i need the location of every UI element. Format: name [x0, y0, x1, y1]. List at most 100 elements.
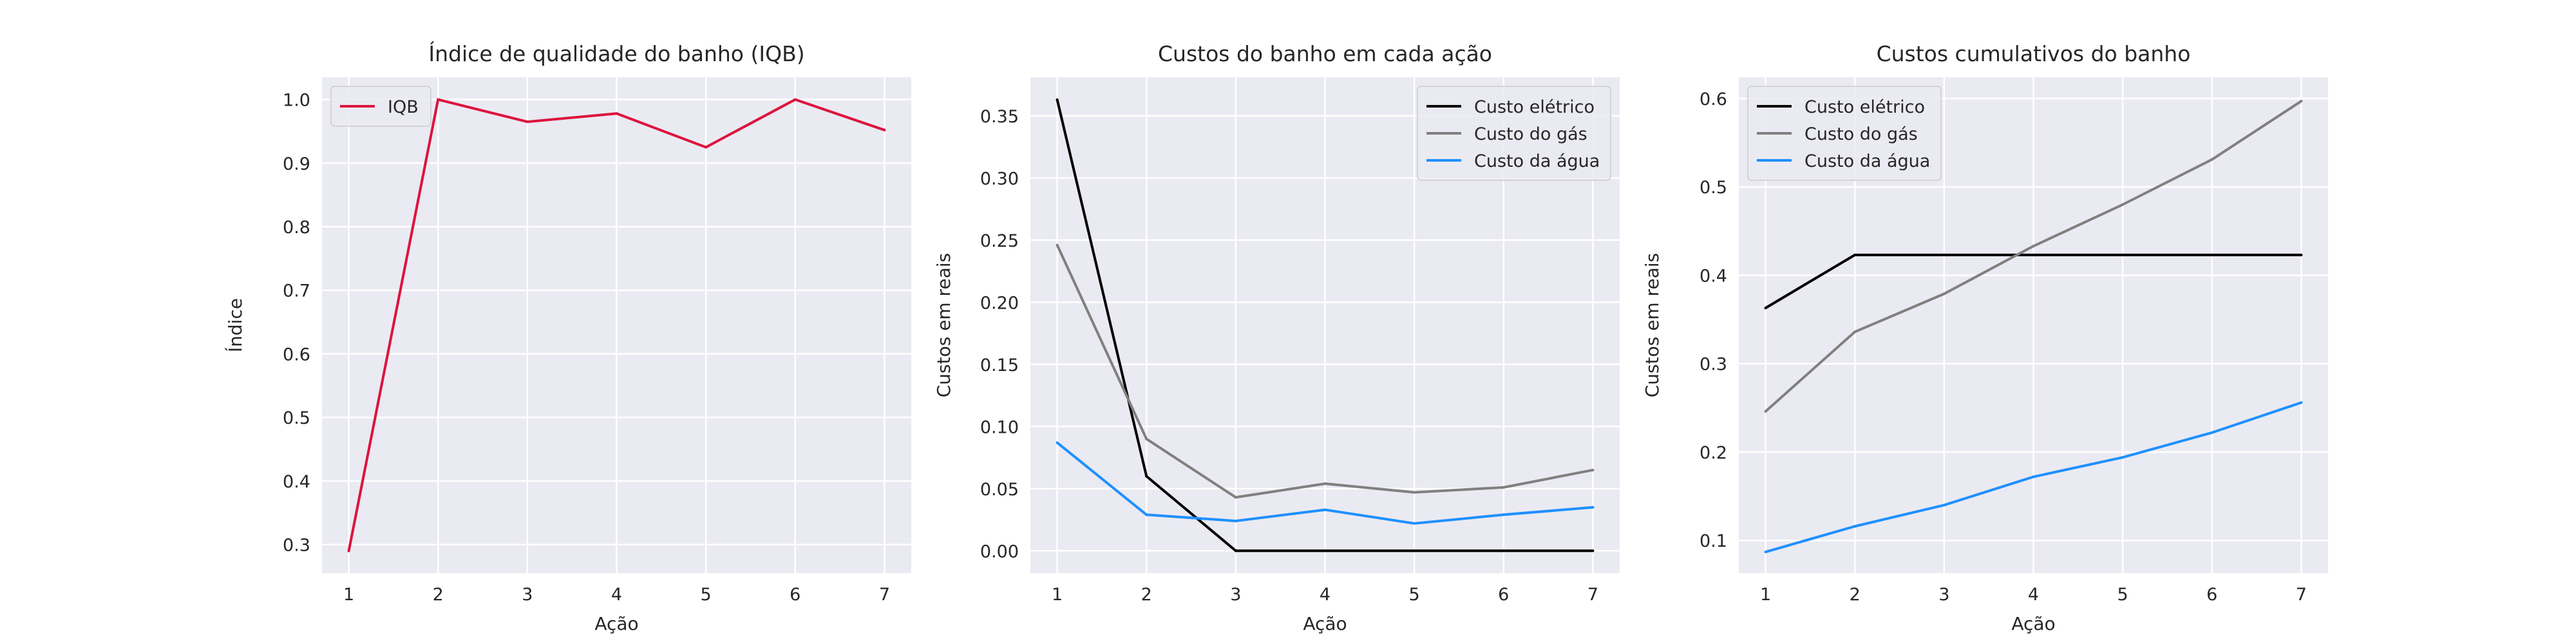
data-point — [1853, 330, 1857, 334]
y-axis-label: Custos em reais — [933, 253, 954, 398]
x-tick-label: 2 — [1850, 585, 1861, 605]
data-point — [1942, 253, 1946, 256]
x-tick-label: 1 — [1052, 585, 1063, 605]
data-point — [1502, 513, 1505, 516]
x-tick-label: 3 — [1938, 585, 1949, 605]
data-point — [883, 128, 886, 131]
data-point — [1056, 98, 1059, 101]
data-point — [2121, 253, 2125, 256]
data-point — [526, 120, 529, 124]
data-point — [1764, 307, 1767, 310]
x-tick-label: 6 — [790, 585, 800, 605]
chart-panel-1: 1 2 3 4 5 6 7 0.3 0.4 0.5 0.6 0.7 0.8 0.9 1.0 Índice de… — [224, 41, 911, 634]
x-axis-label: Ação — [2011, 613, 2055, 634]
y-tick-label: 0.3 — [1700, 355, 1727, 375]
data-point — [1942, 504, 1946, 507]
y-tick-label: 0.8 — [283, 218, 310, 238]
y-tick-label: 0.10 — [980, 417, 1019, 437]
data-point — [2032, 475, 2035, 478]
x-tick-label: 6 — [2206, 585, 2217, 605]
y-tick-label: 0.7 — [283, 281, 310, 301]
data-point — [1413, 522, 1416, 525]
data-point — [1234, 519, 1237, 522]
y-tick-label: 0.9 — [283, 154, 310, 174]
data-point — [1323, 549, 1327, 553]
data-point — [1145, 513, 1148, 516]
x-tick-label: 1 — [1760, 585, 1771, 605]
x-tick-label: 5 — [2117, 585, 2128, 605]
data-point — [2300, 100, 2303, 103]
x-axis-label: Ação — [1303, 613, 1347, 634]
data-point — [2121, 456, 2125, 459]
data-point — [1591, 506, 1595, 509]
chart-panel-3: 1 2 3 4 5 6 7 0.1 0.2 0.3 0.4 0.5 0.6 Custos cumulati… — [1642, 41, 2328, 634]
legend: IQB — [330, 86, 431, 127]
data-point — [1853, 253, 1857, 256]
x-tick-label: 4 — [2028, 585, 2039, 605]
legend-label: Custo da água — [1474, 151, 1600, 171]
data-point — [1502, 549, 1505, 553]
data-point — [1764, 551, 1767, 554]
data-point — [1323, 508, 1327, 511]
x-tick-label: 5 — [701, 585, 712, 605]
y-tick-label: 0.4 — [1700, 266, 1727, 286]
legend-label: Custo elétrico — [1804, 97, 1925, 117]
x-tick-label: 7 — [879, 585, 890, 605]
chart-panel-2: 1 2 3 4 5 6 7 0.00 0.05 0.10 0.15 0.20 0.25 0.30 0.35 C… — [933, 41, 1620, 634]
x-tick-label: 3 — [522, 585, 533, 605]
data-point — [1056, 243, 1059, 247]
data-point — [1056, 441, 1059, 444]
legend-box — [330, 86, 431, 127]
y-tick-label: 0.2 — [1700, 443, 1727, 463]
data-point — [1853, 525, 1857, 528]
data-point — [793, 98, 797, 101]
chart-title: Custos cumulativos do banho — [1877, 41, 2191, 66]
x-tick-label: 3 — [1230, 585, 1241, 605]
data-point — [2032, 253, 2035, 256]
legend-label: Custo do gás — [1474, 124, 1587, 144]
data-point — [1502, 486, 1505, 489]
data-point — [2210, 253, 2213, 256]
x-axis-label: Ação — [594, 613, 638, 634]
x-tick-label: 5 — [1409, 585, 1420, 605]
data-point — [1234, 496, 1237, 499]
data-point — [2121, 203, 2125, 206]
y-tick-label: 0.15 — [980, 355, 1019, 375]
chart-title: Índice de qualidade do banho (IQB) — [428, 41, 804, 66]
x-tick-label: 2 — [433, 585, 444, 605]
data-point — [2300, 253, 2303, 256]
chart-title: Custos do banho em cada ação — [1158, 41, 1492, 66]
legend-box — [1747, 86, 1942, 181]
legend-label: Custo da água — [1804, 151, 1930, 171]
data-point — [437, 98, 440, 101]
legend: Custo elétrico Custo do gás Custo da água — [1747, 86, 1942, 181]
y-axis-label: Custos em reais — [1642, 253, 1663, 398]
data-point — [705, 146, 708, 149]
data-point — [2210, 158, 2213, 161]
data-point — [2210, 431, 2213, 434]
y-tick-label: 0.3 — [283, 536, 310, 556]
data-point — [1591, 549, 1595, 553]
data-point — [1764, 410, 1767, 413]
y-tick-label: 0.00 — [980, 542, 1019, 562]
data-point — [2300, 401, 2303, 404]
y-tick-label: 0.1 — [1700, 531, 1727, 551]
x-tick-label: 7 — [2296, 585, 2307, 605]
data-point — [1234, 549, 1237, 553]
y-axis-label: Índice — [224, 298, 246, 352]
data-point — [1942, 292, 1946, 296]
y-tick-label: 0.6 — [283, 345, 310, 365]
data-point — [1145, 437, 1148, 440]
data-point — [1145, 475, 1148, 478]
x-tick-label: 4 — [611, 585, 622, 605]
y-tick-label: 0.05 — [980, 480, 1019, 500]
legend-label: IQB — [388, 97, 419, 117]
legend-label: Custo elétrico — [1474, 97, 1595, 117]
legend-label: Custo do gás — [1804, 124, 1918, 144]
data-point — [1323, 482, 1327, 486]
y-tick-label: 0.6 — [1700, 90, 1727, 109]
y-tick-label: 0.5 — [1700, 178, 1727, 198]
data-point — [1591, 468, 1595, 471]
y-tick-label: 0.25 — [980, 231, 1019, 251]
